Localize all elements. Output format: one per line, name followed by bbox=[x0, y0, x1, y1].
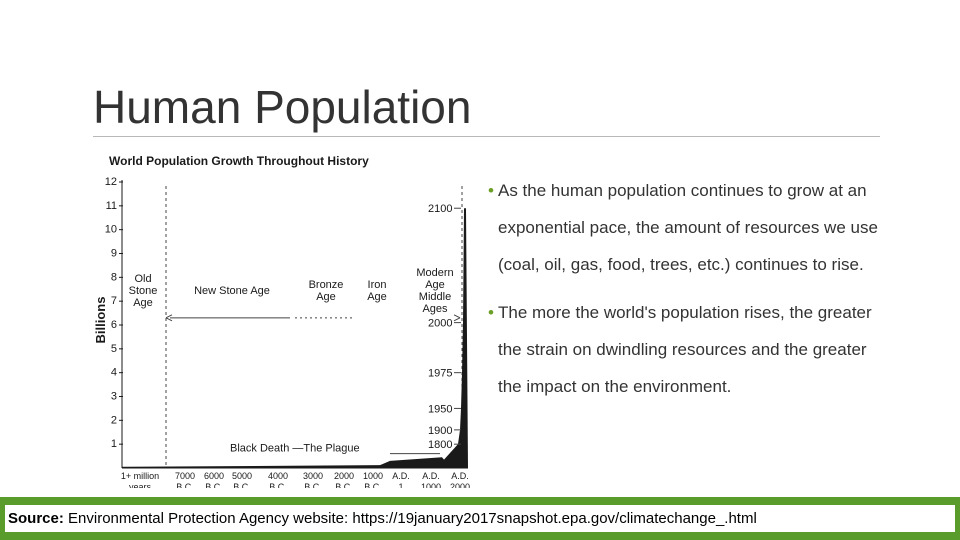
era-arrow-head bbox=[165, 314, 173, 319]
y-axis-label: Billions bbox=[93, 297, 108, 344]
y-tick-label: 7 bbox=[111, 295, 117, 307]
bullet-dot-icon: • bbox=[488, 303, 494, 322]
population-chart-svg: World Population Growth Throughout Histo… bbox=[93, 154, 470, 488]
slide-title: Human Population bbox=[93, 81, 472, 133]
x-tick-label: 4000 bbox=[268, 471, 288, 481]
y-tick-label: 5 bbox=[111, 343, 117, 355]
x-tick-label: 3000 bbox=[303, 471, 323, 481]
x-tick-label: 2000 bbox=[450, 482, 470, 488]
x-tick-label: 7000 bbox=[175, 471, 195, 481]
y-tick-label: 9 bbox=[111, 248, 117, 260]
x-tick-label: 5000 bbox=[232, 471, 252, 481]
source-label: Source: bbox=[8, 510, 64, 527]
y-tick-label: 8 bbox=[111, 271, 117, 283]
y-tick-label: 11 bbox=[106, 200, 117, 212]
bullet-dot-icon: • bbox=[488, 181, 494, 200]
y-tick-label: 1 bbox=[111, 438, 117, 450]
y-tick-label: 10 bbox=[105, 224, 117, 236]
era-arrow-head bbox=[453, 314, 461, 319]
annotation-label: Black Death —The Plague bbox=[230, 443, 360, 455]
source-box: Source: Environmental Protection Agency … bbox=[5, 505, 955, 532]
era-label: Middle bbox=[419, 291, 451, 303]
annotation-label: 1950 bbox=[428, 403, 452, 415]
x-tick-label: A.D. bbox=[392, 471, 410, 481]
era-label: Iron bbox=[368, 279, 387, 291]
x-tick-label: B.C. bbox=[205, 482, 223, 488]
title-divider bbox=[93, 136, 880, 137]
era-label: Age bbox=[425, 279, 445, 291]
annotation-label: 2000 bbox=[428, 318, 452, 330]
x-tick-label: 2000 bbox=[334, 471, 354, 481]
era-label: Age bbox=[367, 291, 387, 303]
era-label: Age bbox=[133, 297, 153, 309]
population-chart: World Population Growth Throughout Histo… bbox=[90, 150, 482, 488]
x-tick-label: 6000 bbox=[204, 471, 224, 481]
era-label: Modern bbox=[416, 267, 453, 279]
era-label: Old bbox=[134, 273, 151, 285]
bullet-text: As the human population continues to gro… bbox=[498, 181, 878, 274]
x-tick-label: B.C. bbox=[335, 482, 353, 488]
bullet-item: • The more the world's population rises,… bbox=[488, 294, 888, 405]
annotation-label: 1900 bbox=[428, 425, 452, 437]
annotation-label: 1975 bbox=[428, 368, 452, 380]
bullet-item: • As the human population continues to g… bbox=[488, 172, 888, 283]
y-tick-label: 6 bbox=[111, 319, 117, 331]
y-tick-label: 4 bbox=[111, 367, 117, 379]
population-area bbox=[122, 208, 468, 468]
era-label: Age bbox=[316, 291, 336, 303]
x-tick-label: 1+ million bbox=[121, 471, 159, 481]
era-arrow-head bbox=[165, 317, 173, 322]
x-tick-label: B.C. bbox=[364, 482, 382, 488]
bullet-list: • As the human population continues to g… bbox=[488, 172, 888, 405]
x-tick-label: A.D. bbox=[422, 471, 440, 481]
bullet-text: The more the world's population rises, t… bbox=[498, 303, 872, 396]
y-tick-label: 3 bbox=[111, 391, 117, 403]
x-tick-label: B.C. bbox=[269, 482, 287, 488]
era-label: New Stone Age bbox=[194, 285, 270, 297]
x-tick-label: 1000 bbox=[363, 471, 383, 481]
x-tick-label: 1000 bbox=[421, 482, 441, 488]
era-arrow-head bbox=[453, 317, 461, 322]
y-tick-label: 12 bbox=[105, 176, 117, 188]
x-tick-label: years bbox=[129, 482, 152, 488]
x-tick-label: 1 bbox=[398, 482, 403, 488]
chart-title: World Population Growth Throughout Histo… bbox=[109, 154, 369, 168]
era-label: Ages bbox=[422, 303, 448, 315]
era-label: Stone bbox=[129, 285, 158, 297]
x-tick-label: A.D. bbox=[451, 471, 469, 481]
x-tick-label: B.C. bbox=[176, 482, 194, 488]
x-tick-label: B.C. bbox=[304, 482, 322, 488]
era-label: Bronze bbox=[309, 279, 344, 291]
source-text: Environmental Protection Agency website:… bbox=[68, 510, 757, 527]
annotation-label: 2100 bbox=[428, 203, 452, 215]
source-footer: Source: Environmental Protection Agency … bbox=[0, 497, 960, 540]
annotation-label: 1800 bbox=[428, 439, 452, 451]
x-tick-label: B.C. bbox=[233, 482, 251, 488]
y-tick-label: 2 bbox=[111, 414, 117, 426]
